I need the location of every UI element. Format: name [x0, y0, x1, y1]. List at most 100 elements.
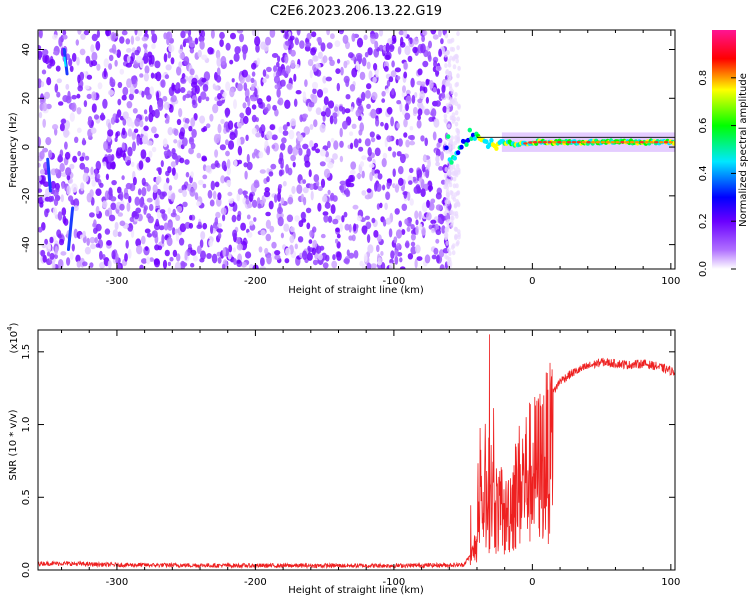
heatmap-cell	[134, 49, 140, 56]
heatmap-cell	[135, 36, 141, 42]
snr-multiplier-exp: 4	[6, 326, 14, 331]
heatmap-cell	[212, 190, 217, 200]
heatmap-cell	[274, 254, 281, 261]
heatmap-cell	[308, 169, 312, 178]
heatmap-cell	[317, 51, 323, 59]
heatmap-cell	[386, 106, 393, 115]
heatmap-cell	[171, 148, 176, 155]
heatmap-noise-cells	[38, 30, 461, 269]
heatmap-cell	[266, 145, 271, 156]
heatmap-cell	[173, 128, 179, 136]
snr-x-axis: -300 -200 -100 0 100	[61, 330, 680, 588]
heatmap-cell	[356, 37, 364, 48]
heatmap-cell	[367, 47, 373, 56]
heatmap-cell	[367, 244, 374, 254]
heatmap-cell	[179, 87, 186, 93]
heatmap-cell	[163, 101, 170, 111]
heatmap-cell	[221, 263, 226, 269]
heatmap-cell	[56, 78, 62, 84]
heatmap-cell	[117, 186, 122, 194]
heatmap-cell	[335, 238, 339, 244]
heatmap-cell	[266, 66, 272, 73]
heatmap-cell	[272, 104, 277, 111]
heatmap-cell	[377, 260, 382, 266]
heatmap-cell	[79, 48, 86, 56]
heatmap-cell	[143, 109, 148, 115]
heatmap-cell	[355, 109, 362, 118]
heatmap-cell	[364, 51, 369, 58]
heatmap-cell	[192, 255, 198, 262]
heatmap-cell	[340, 184, 344, 193]
heatmap-cell	[437, 217, 442, 224]
heatmap-cell	[322, 114, 326, 122]
heatmap-cell	[371, 217, 376, 224]
heatmap-cell	[285, 65, 291, 74]
heatmap-cell	[243, 82, 248, 91]
heatmap-cell	[325, 107, 331, 118]
heatmap-cell	[435, 161, 440, 167]
heatmap-cell	[150, 30, 155, 36]
heatmap-cell	[368, 163, 375, 168]
heatmap-cell	[194, 192, 199, 201]
heatmap-cell	[287, 196, 294, 205]
heatmap-cell	[251, 71, 256, 77]
heatmap-cell	[103, 58, 110, 68]
heatmap-cell	[327, 162, 334, 169]
heatmap-cell	[175, 214, 181, 221]
heatmap-cell	[271, 144, 276, 149]
heatmap-cell	[130, 75, 137, 85]
heatmap-cell	[50, 180, 56, 190]
heatmap-cell	[58, 101, 64, 106]
heatmap-cell	[414, 210, 419, 220]
heatmap-cell	[456, 31, 460, 37]
heatmap-cell	[436, 142, 441, 148]
heatmap-cell	[403, 71, 408, 79]
heatmap-signal-track	[444, 127, 675, 165]
heatmap-cell	[90, 127, 97, 134]
heatmap-cell	[212, 103, 219, 114]
heatmap-cell	[39, 150, 45, 160]
spectrogram-x-label: Height of straight line (km)	[288, 285, 424, 296]
heatmap-cell	[110, 202, 117, 211]
heatmap-cell	[182, 201, 188, 208]
heatmap-cell	[245, 106, 252, 116]
heatmap-cell	[319, 245, 325, 251]
heatmap-cell	[274, 194, 278, 203]
heatmap-cell	[76, 107, 82, 115]
heatmap-cell	[380, 262, 386, 269]
heatmap-cell	[397, 138, 403, 147]
heatmap-cell	[396, 100, 402, 105]
heatmap-cell	[99, 182, 104, 188]
heatmap-cell	[129, 216, 135, 222]
heatmap-cell	[244, 88, 250, 99]
heatmap-cell	[152, 230, 158, 238]
heatmap-cell	[94, 168, 98, 177]
heatmap-cell	[435, 100, 441, 107]
heatmap-cell	[52, 124, 59, 130]
heatmap-cell	[452, 176, 457, 182]
heatmap-cell	[315, 107, 322, 115]
heatmap-cell	[237, 188, 243, 195]
snr-multiplier-base: (x10	[9, 331, 20, 354]
heatmap-cell	[166, 177, 170, 184]
heatmap-cell	[403, 118, 408, 128]
heatmap-cell	[374, 147, 381, 157]
snr-x-label: Height of straight line (km)	[288, 585, 424, 596]
heatmap-cell	[426, 199, 430, 208]
heatmap-cell	[87, 116, 93, 123]
heatmap-cell	[170, 161, 177, 168]
heatmap-cell	[320, 233, 326, 239]
heatmap-cell	[388, 228, 393, 238]
heatmap-cell	[89, 236, 96, 244]
heatmap-cell	[335, 68, 341, 74]
heatmap-cell	[384, 122, 389, 131]
heatmap-cell	[151, 146, 157, 153]
heatmap-cell	[184, 93, 191, 99]
heatmap-cell	[408, 167, 414, 174]
heatmap-cell	[358, 138, 362, 144]
x-tick-label: 0	[529, 276, 535, 287]
heatmap-cell	[79, 234, 84, 240]
heatmap-cell	[191, 128, 197, 138]
x-tick-label: 100	[661, 577, 680, 588]
heatmap-cell	[273, 75, 281, 84]
